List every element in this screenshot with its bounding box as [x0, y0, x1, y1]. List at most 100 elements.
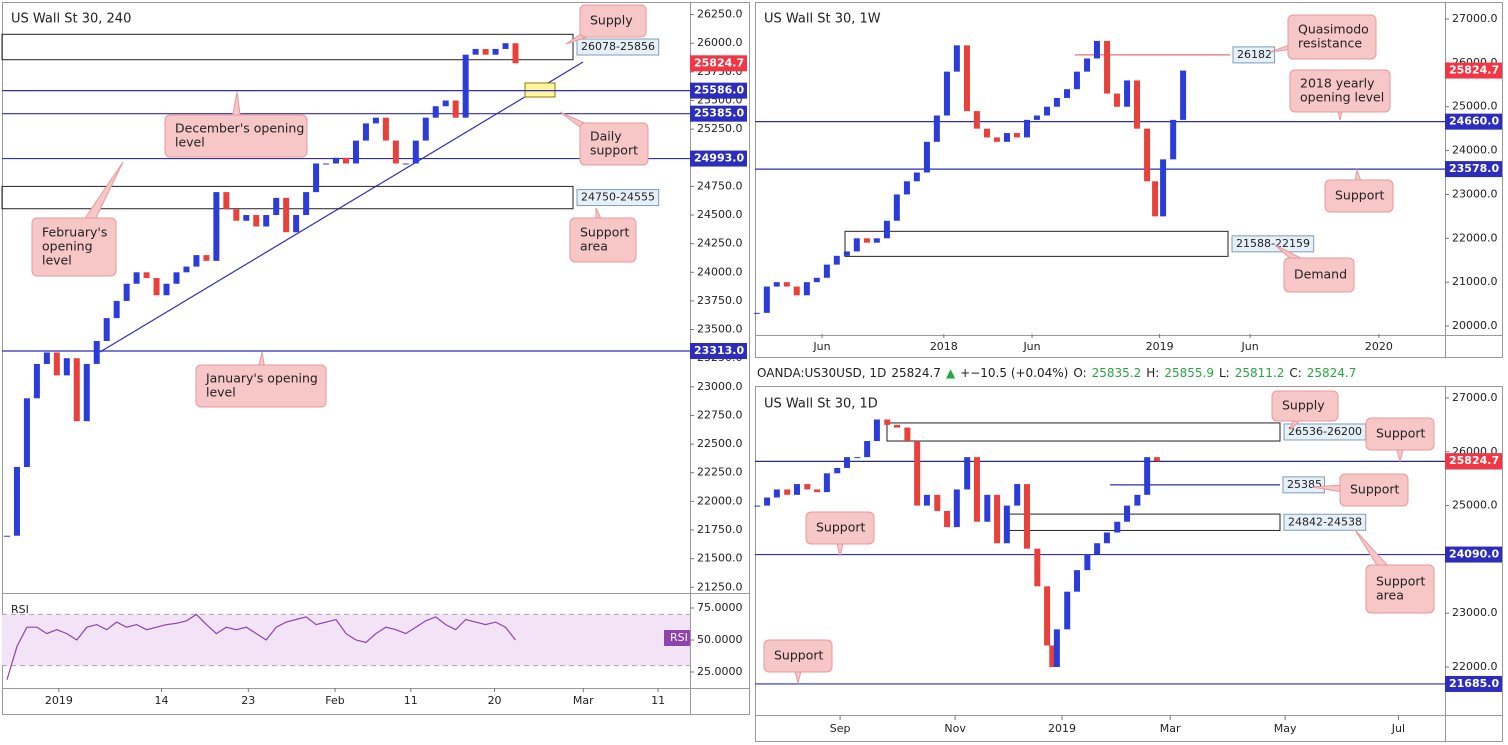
y-tick-label: 22250.0	[697, 466, 743, 479]
chart-title: US Wall St 30, 240	[11, 12, 131, 27]
x-tick-label: Jul	[1391, 722, 1405, 735]
callout-fill	[1273, 392, 1337, 420]
y-tick-label: 23500.0	[697, 323, 743, 336]
zone-label-box	[576, 38, 660, 56]
candle	[873, 419, 880, 442]
rsi-tag-label: RSI	[670, 631, 688, 644]
y-tick-label: 25000.0	[1452, 499, 1498, 512]
candle	[442, 100, 449, 107]
y-tick-label: 21000.0	[1452, 275, 1498, 288]
header-segment: 25835.2	[1092, 366, 1142, 380]
callout-text: resistance	[1298, 36, 1362, 51]
candle	[253, 215, 260, 227]
candle	[814, 489, 821, 493]
x-tick-label: 11	[404, 694, 418, 707]
y-tick-label: 21250.0	[697, 580, 743, 593]
y-tick-label: 27000.0	[1452, 12, 1498, 25]
candle	[263, 215, 270, 227]
callout-text: Support	[1350, 482, 1400, 497]
level-tag-label: 23578.0	[1449, 162, 1499, 175]
header-segment: ▲	[946, 366, 956, 380]
header-line: OANDA:US30USD, 1D 25824.7 ▲ +−10.5 (+0.04%)…	[757, 366, 1356, 380]
x-tick-label: Mar	[573, 694, 594, 707]
callout-fill	[1289, 16, 1375, 58]
callout-text: Support	[1335, 188, 1385, 203]
level-tag	[1445, 113, 1502, 130]
candle	[984, 494, 991, 522]
candle	[352, 140, 359, 164]
rsi-line	[6, 613, 516, 680]
candle	[1053, 97, 1060, 107]
y-tick-label: 22500.0	[697, 437, 743, 450]
y-tick-label: 20000.0	[1452, 319, 1498, 332]
panel-frame	[755, 386, 1503, 742]
candle	[402, 163, 409, 165]
level-tag-label: 24660.0	[1449, 115, 1499, 128]
price-tag	[1445, 453, 1502, 470]
callout-fill	[1367, 419, 1433, 449]
candle	[1093, 40, 1100, 59]
callout-text: January's opening	[205, 371, 318, 386]
callout-fill	[1291, 71, 1389, 111]
y-tick-label: 24000.0	[697, 265, 743, 278]
candle	[994, 494, 1001, 544]
candle	[793, 286, 800, 296]
candle	[944, 510, 951, 528]
callout-text: December's opening	[175, 121, 304, 136]
price-tag-label: 25824.7	[1449, 454, 1499, 467]
candle	[763, 286, 770, 313]
callout-fill	[33, 219, 115, 275]
zone	[1, 33, 574, 61]
candle	[482, 48, 489, 55]
zone-label-box	[1231, 235, 1315, 253]
level-tag	[690, 82, 747, 99]
callout-text: Daily	[590, 129, 622, 144]
zone-label: 24750-24555	[581, 191, 655, 204]
candle	[1180, 70, 1187, 120]
y-tick-label: 23750.0	[697, 294, 743, 307]
callout-text: level	[42, 253, 72, 268]
candle	[372, 117, 379, 124]
candle	[33, 363, 40, 399]
x-tick-label: 2020	[1365, 340, 1393, 353]
candle	[123, 283, 130, 301]
candle	[833, 255, 840, 265]
candle	[1094, 543, 1101, 555]
candle	[512, 43, 519, 64]
candle	[422, 117, 429, 141]
zone-label-box	[576, 189, 660, 207]
candle	[873, 238, 880, 243]
candle	[783, 282, 790, 287]
callout-fill	[1341, 475, 1407, 505]
candle	[362, 123, 369, 141]
x-tick-label: May	[1274, 722, 1297, 735]
level-tag	[690, 342, 747, 359]
candle	[1170, 119, 1177, 160]
level-tag	[1445, 675, 1502, 692]
candle	[853, 238, 860, 252]
callout-text: opening	[42, 239, 93, 254]
y-tick-label: 50.0000	[697, 633, 743, 646]
zone-label: 21588-22159	[1236, 237, 1310, 250]
level-label-box	[1282, 476, 1325, 494]
callout-text: area	[580, 239, 608, 254]
header-segment: C:	[1289, 366, 1301, 380]
header-segment: 25824.7	[891, 366, 941, 380]
x-tick-label: 11	[651, 694, 665, 707]
level-tag	[690, 105, 747, 122]
price-tag	[690, 55, 747, 72]
y-tick-label: 23000.0	[697, 380, 743, 393]
candle	[1003, 133, 1010, 142]
candle	[163, 283, 170, 296]
candle	[993, 137, 1000, 142]
header-segment: 25855.9	[1164, 366, 1214, 380]
candle	[472, 48, 479, 55]
y-tick-label: 22000.0	[1452, 231, 1498, 244]
candle	[1023, 484, 1030, 549]
candle	[233, 209, 240, 221]
y-tick-label: 24000.0	[1452, 144, 1498, 157]
candle	[1014, 484, 1021, 506]
candle	[893, 194, 900, 221]
zone-label-box	[1283, 513, 1367, 531]
callout-fill	[581, 6, 645, 36]
